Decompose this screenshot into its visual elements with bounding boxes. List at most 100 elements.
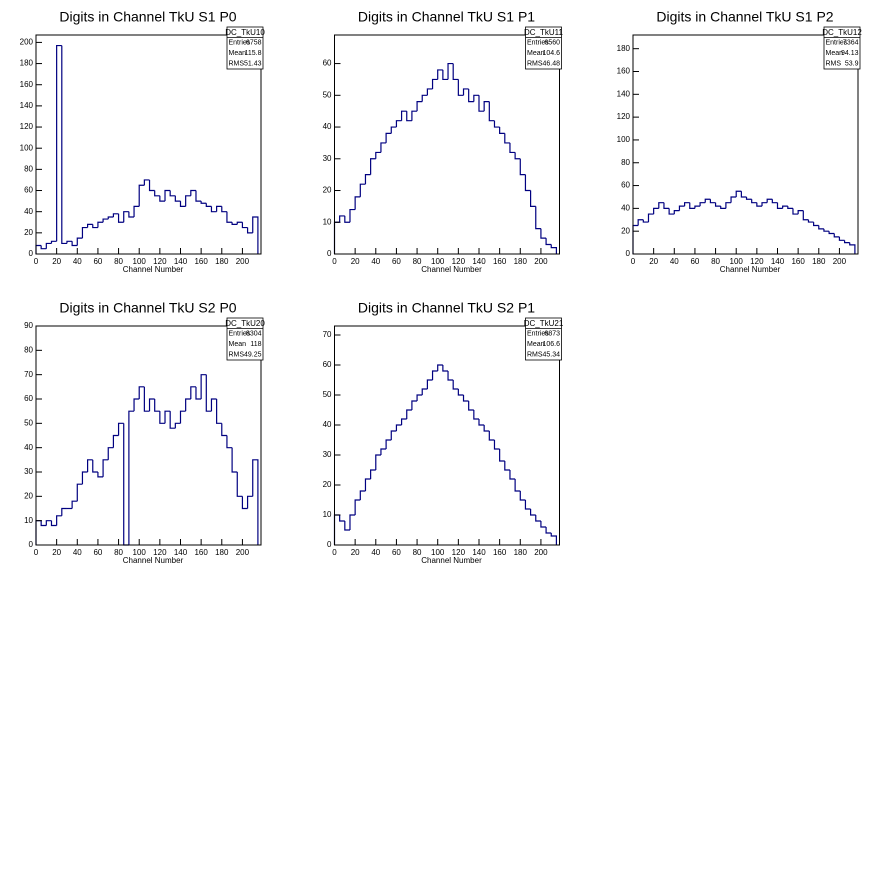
histogram-bin <box>406 111 412 122</box>
histogram-bin <box>210 398 217 412</box>
stats-value: 45.34 <box>542 352 560 359</box>
histogram-bin <box>385 132 392 143</box>
histogram-bin <box>185 398 191 412</box>
y-tick-label: 50 <box>323 90 332 99</box>
histogram-bin <box>236 472 243 497</box>
x-tick-label: 80 <box>413 257 422 266</box>
histogram-bin <box>400 418 407 425</box>
y-tick-label: 120 <box>617 112 631 121</box>
histogram-bin <box>87 223 93 228</box>
histogram-bin <box>123 211 129 223</box>
x-tick-label: 100 <box>431 257 445 266</box>
histogram-bin <box>76 237 83 246</box>
plot-frame <box>334 325 560 546</box>
y-tick-label: 40 <box>24 443 33 452</box>
histogram-bin <box>504 461 510 471</box>
histogram-bin <box>833 233 840 238</box>
histogram-bin <box>802 210 809 221</box>
y-tick-label: 0 <box>626 249 631 258</box>
plot-frame <box>632 34 859 255</box>
histogram-bin <box>797 210 804 215</box>
histogram-bin <box>169 190 176 197</box>
histogram-bin <box>483 101 490 112</box>
stats-label: RMS <box>229 61 245 68</box>
histogram-bin <box>195 190 202 202</box>
histogram-bin <box>81 226 88 239</box>
y-tick-label: 80 <box>24 164 33 173</box>
x-tick-label: 140 <box>472 548 486 557</box>
y-tick-label: 160 <box>617 67 631 76</box>
x-tick-label: 140 <box>174 548 188 557</box>
histogram-bin <box>133 398 140 412</box>
chart-panel: Digits in Channel TkU S2 P00 20 40 60 80 100 1… <box>24 300 265 565</box>
histogram-bin <box>92 224 98 229</box>
histogram-bin <box>550 244 558 254</box>
stats-label: Entries <box>826 40 848 47</box>
histogram-bin <box>138 184 145 207</box>
histogram-bin <box>107 216 114 220</box>
histogram-bin <box>143 179 150 186</box>
y-tick-label: 160 <box>20 80 34 89</box>
histogram-bin <box>535 515 541 522</box>
stats-label: Entries <box>229 331 251 338</box>
histogram-bin <box>35 244 42 254</box>
histogram-bin <box>530 509 536 516</box>
histogram-bin <box>632 224 639 254</box>
histogram-bin <box>179 201 186 207</box>
x-tick-label: 160 <box>493 257 507 266</box>
histogram-bin <box>653 207 659 215</box>
histogram-bin <box>375 151 381 159</box>
histogram-bin <box>231 222 238 225</box>
y-tick-label: 140 <box>617 89 631 98</box>
histogram-bin <box>514 479 521 492</box>
histogram-bin <box>200 201 207 204</box>
histogram-bin <box>761 202 768 207</box>
histogram-bin <box>390 126 397 134</box>
histogram-bin <box>169 411 176 429</box>
histogram-bin <box>431 78 438 89</box>
histogram-bin <box>849 242 856 254</box>
histogram-bin <box>709 199 716 204</box>
histogram-bin <box>216 399 222 424</box>
histogram-bin <box>117 422 124 436</box>
x-tick-label: 80 <box>413 548 422 557</box>
histogram-bin <box>205 203 212 207</box>
histogram-bin <box>550 533 558 545</box>
histogram-bin <box>76 483 83 502</box>
histogram-bin <box>179 410 186 424</box>
histogram-bin <box>766 198 773 203</box>
histogram-bin <box>81 471 88 485</box>
chart-title: Digits in Channel TkU S1 P1 <box>358 9 535 25</box>
x-tick-label: 100 <box>133 257 147 266</box>
x-tick-label: 20 <box>351 548 360 557</box>
x-tick-label: 180 <box>215 548 229 557</box>
histogram-bin <box>488 101 495 122</box>
plot-frame <box>35 34 262 255</box>
x-axis-title: Channel Number <box>123 265 184 274</box>
x-tick-label: 20 <box>351 257 360 266</box>
x-tick-label: 200 <box>534 257 548 266</box>
histogram-bin <box>61 45 67 245</box>
histogram-bin <box>35 520 42 545</box>
y-tick-label: 80 <box>24 345 33 354</box>
histogram-bin <box>236 221 243 225</box>
x-tick-label: 20 <box>52 257 61 266</box>
histogram-bin <box>395 120 402 128</box>
plot-frame <box>334 34 560 255</box>
y-tick-label: 20 <box>24 228 33 237</box>
histogram-bin <box>843 240 850 244</box>
histogram-bin <box>524 500 531 510</box>
y-tick-label: 40 <box>323 420 332 429</box>
y-tick-label: 60 <box>621 181 630 190</box>
histogram-bin <box>349 208 356 223</box>
y-tick-label: 0 <box>29 540 34 549</box>
stats-value: 6758 <box>246 40 262 47</box>
histogram-bin <box>663 202 670 209</box>
histogram-bin <box>370 469 376 479</box>
x-tick-label: 180 <box>514 548 528 557</box>
x-tick-label: 80 <box>711 257 720 266</box>
y-tick-label: 60 <box>24 186 33 195</box>
histogram-bin <box>61 507 67 516</box>
histogram-bin <box>333 514 340 545</box>
